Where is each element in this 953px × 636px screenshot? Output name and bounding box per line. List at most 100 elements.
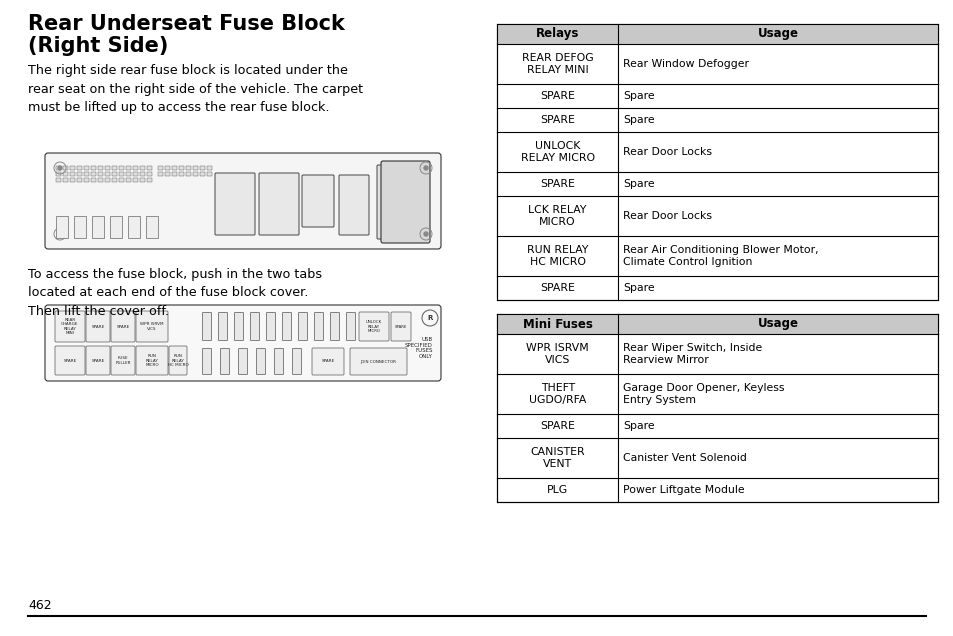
Bar [497,314,937,502]
Text: Rear Air Conditioning Blower Motor,
Climate Control Ignition: Rear Air Conditioning Blower Motor, Clim… [622,245,818,267]
FancyBboxPatch shape [55,311,85,342]
Bar [140,166,145,170]
Bar [98,178,103,182]
Text: SPARE: SPARE [539,179,575,189]
Text: Mini Fuses: Mini Fuses [522,317,592,331]
Bar [91,166,96,170]
FancyBboxPatch shape [376,165,400,239]
Text: Spare: Spare [622,91,654,101]
Text: WPR ISRVM
VICS: WPR ISRVM VICS [140,322,164,331]
Text: WPR ISRVM
VICS: WPR ISRVM VICS [526,343,588,365]
Text: SPARE: SPARE [395,324,407,329]
FancyBboxPatch shape [86,311,110,342]
FancyBboxPatch shape [136,311,168,342]
Text: Spare: Spare [622,179,654,189]
Text: SPARE: SPARE [321,359,335,364]
Text: SPARE: SPARE [539,115,575,125]
Text: The right side rear fuse block is located under the
rear seat on the right side : The right side rear fuse block is locate… [28,64,363,114]
FancyBboxPatch shape [218,312,227,340]
FancyBboxPatch shape [266,312,275,340]
Bar [84,166,89,170]
Text: Spare: Spare [622,115,654,125]
Bar [207,172,212,176]
FancyBboxPatch shape [258,173,298,235]
Bar [56,178,61,182]
Bar [110,216,122,238]
FancyBboxPatch shape [45,153,440,249]
Bar [63,178,68,182]
Text: SPARE: SPARE [91,359,105,363]
Bar [112,172,117,176]
FancyBboxPatch shape [293,349,301,375]
Text: RUN
RELAY
MICRO: RUN RELAY MICRO [145,354,158,367]
FancyBboxPatch shape [405,165,429,239]
FancyBboxPatch shape [238,349,247,375]
Bar [112,178,117,182]
Bar [186,172,191,176]
Bar [193,166,198,170]
FancyBboxPatch shape [214,173,254,235]
Bar [119,166,124,170]
Bar [70,178,75,182]
FancyBboxPatch shape [338,175,369,235]
FancyBboxPatch shape [330,312,339,340]
Bar [77,166,82,170]
Text: Power Liftgate Module: Power Liftgate Module [622,485,744,495]
Bar [158,166,163,170]
FancyBboxPatch shape [391,312,411,341]
Text: Spare: Spare [622,421,654,431]
Bar [497,24,937,44]
Circle shape [58,232,62,236]
Bar [105,166,110,170]
Text: UNLOCK
RELAY MICRO: UNLOCK RELAY MICRO [520,141,594,163]
FancyBboxPatch shape [314,312,323,340]
Text: Canister Vent Solenoid: Canister Vent Solenoid [622,453,746,463]
Bar [119,172,124,176]
Bar [132,166,138,170]
FancyBboxPatch shape [312,348,344,375]
Text: To access the fuse block, push in the two tabs
located at each end of the fuse b: To access the fuse block, push in the tw… [28,268,322,318]
Text: PLG: PLG [546,485,568,495]
Text: SPARE: SPARE [539,91,575,101]
Bar [186,166,191,170]
Text: 462: 462 [28,599,51,612]
Bar [91,172,96,176]
Text: Rear Door Locks: Rear Door Locks [622,147,712,157]
Circle shape [423,232,428,236]
FancyBboxPatch shape [220,349,230,375]
Bar [98,172,103,176]
Bar [84,178,89,182]
Text: THEFT
UGDO/RFA: THEFT UGDO/RFA [528,383,586,405]
Bar [158,172,163,176]
Bar [56,216,68,238]
Text: (Right Side): (Right Side) [28,36,168,56]
Text: Rear Door Locks: Rear Door Locks [622,211,712,221]
Bar [172,166,177,170]
Text: CANISTER
VENT: CANISTER VENT [530,447,584,469]
Bar [91,216,104,238]
Bar [497,314,937,334]
Circle shape [58,166,62,170]
Bar [132,178,138,182]
Text: Usage: Usage [757,317,798,331]
Bar [70,172,75,176]
FancyBboxPatch shape [55,346,85,375]
Bar [132,172,138,176]
Text: RUN RELAY
HC MICRO: RUN RELAY HC MICRO [526,245,588,267]
Bar [193,172,198,176]
FancyBboxPatch shape [282,312,292,340]
Bar [56,166,61,170]
Bar [140,172,145,176]
Bar [200,166,205,170]
Bar [126,178,131,182]
Bar [497,24,937,300]
FancyBboxPatch shape [169,346,187,375]
Bar [165,166,170,170]
Bar [77,178,82,182]
Text: Garage Door Opener, Keyless
Entry System: Garage Door Opener, Keyless Entry System [622,383,784,405]
Bar [74,216,86,238]
FancyBboxPatch shape [234,312,243,340]
Bar [63,166,68,170]
Bar [105,172,110,176]
Bar [147,172,152,176]
